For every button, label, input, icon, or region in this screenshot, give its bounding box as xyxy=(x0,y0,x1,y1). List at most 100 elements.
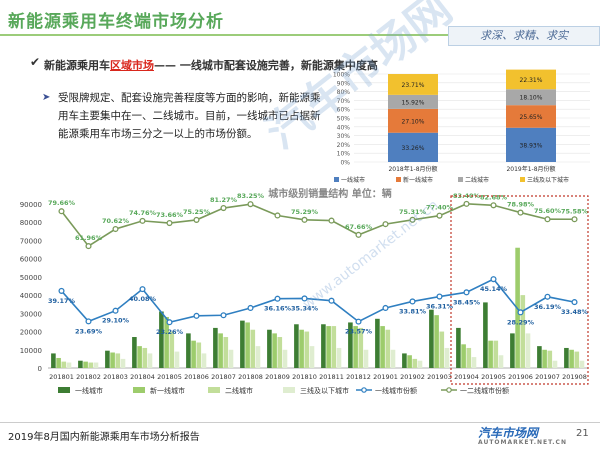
share-bar-segment xyxy=(506,127,556,162)
main-line-label: 36.16% xyxy=(264,305,292,313)
main-line-label: 83.40% xyxy=(453,192,481,200)
main-bar xyxy=(461,344,466,368)
main-bar xyxy=(186,333,191,368)
brand-logo: 汽车市场网 AUTOMARKET.NET.CN xyxy=(478,424,567,446)
main-legend-label: 新一线城市 xyxy=(150,386,185,395)
main-bar xyxy=(336,347,342,368)
main-line-point xyxy=(274,212,281,219)
main-line-label: 77.40% xyxy=(426,204,454,212)
share-ytick: 0% xyxy=(340,160,350,167)
share-legend-label: 三线及以下城市 xyxy=(527,176,569,184)
main-category-label: 201901 xyxy=(373,373,398,381)
share-ytick: 10% xyxy=(337,151,351,158)
main-line-point xyxy=(193,312,200,319)
main-bar xyxy=(363,349,369,368)
main-line-label: 75.31% xyxy=(399,208,427,216)
main-bar xyxy=(61,361,67,368)
main-bar xyxy=(402,353,407,368)
share-ytick: 30% xyxy=(337,133,351,140)
main-line-label: 82.68% xyxy=(480,193,508,201)
main-bar xyxy=(147,353,153,368)
share-ytick: 20% xyxy=(337,142,351,149)
main-category-label: 201907 xyxy=(535,373,560,381)
main-line-point xyxy=(328,217,335,224)
main-legend-label: 一线城市 xyxy=(75,386,103,395)
main-line-label: 73.66% xyxy=(156,211,184,219)
main-legend-marker xyxy=(361,387,367,393)
share-bar-label: 38.93% xyxy=(520,142,543,149)
main-bar xyxy=(120,358,126,368)
main-line-label: 23.26% xyxy=(156,328,184,336)
main-line-point xyxy=(544,293,551,300)
share-legend-swatch xyxy=(458,177,463,182)
main-category-label: 201904 xyxy=(454,373,479,381)
main-line-point xyxy=(220,312,227,319)
main-line-point xyxy=(112,307,119,314)
share-ytick: 90% xyxy=(337,80,351,87)
main-bar xyxy=(83,361,88,368)
main-line-point xyxy=(301,295,308,302)
main-line-point xyxy=(517,209,524,216)
main-category-label: 201906 xyxy=(508,373,533,381)
share-ytick: 50% xyxy=(337,116,351,123)
main-line-point xyxy=(301,216,308,223)
main-bar xyxy=(380,326,385,368)
main-category-label: 201809 xyxy=(265,373,290,381)
share-bar-segment xyxy=(388,108,438,133)
main-bar xyxy=(375,318,380,368)
share-bar-segment xyxy=(506,89,556,106)
main-line-point xyxy=(490,276,497,283)
main-bar xyxy=(294,324,299,368)
main-category-label: 201808 xyxy=(238,373,263,381)
main-category-label: 201810 xyxy=(292,373,317,381)
share-bar-label: 25.65% xyxy=(520,114,543,121)
main-bar xyxy=(218,333,223,368)
logo-subtext: AUTOMARKET.NET.CN xyxy=(478,439,567,446)
main-line-label: 79.66% xyxy=(48,199,76,207)
body-text: 受限牌规定、配套设施完善程度等方面的影响，新能源乘用车主要集中在一、二线城市。目… xyxy=(58,92,321,140)
share-legend-label: 新一线城市 xyxy=(403,176,433,184)
main-bar xyxy=(137,346,142,368)
highlight-box xyxy=(450,195,589,385)
share-category-label: 2019年1-8月份额 xyxy=(506,165,555,173)
main-bar xyxy=(88,362,94,368)
main-bar xyxy=(110,352,115,368)
main-ytick: 70000 xyxy=(20,237,42,245)
main-line-point xyxy=(112,225,119,233)
main-ytick: 50000 xyxy=(20,274,42,282)
main-bar xyxy=(498,355,504,368)
main-bar xyxy=(272,333,277,368)
main-bar xyxy=(348,322,353,368)
main-bar xyxy=(439,331,445,368)
main-legend-label: 二线城市 xyxy=(225,386,253,395)
main-bar xyxy=(456,327,461,368)
main-bar xyxy=(282,349,288,368)
main-bar xyxy=(321,324,326,368)
main-bar xyxy=(326,326,331,368)
main-line-point xyxy=(85,243,92,250)
share-legend-swatch xyxy=(520,177,525,182)
main-line-label: 78.98% xyxy=(507,201,535,209)
main-category-label: 201807 xyxy=(211,373,236,381)
main-category-label: 201811 xyxy=(319,373,344,381)
main-line-label: 75.25% xyxy=(183,208,211,216)
main-category-label: 201805 xyxy=(157,373,182,381)
main-ytick: 0 xyxy=(38,365,42,373)
main-legend-label: 一线城市份额 xyxy=(375,386,417,395)
main-line-label: 83.25% xyxy=(237,192,265,200)
main-ytick: 80000 xyxy=(20,219,42,227)
main-bar xyxy=(105,350,110,368)
main-line-point xyxy=(247,201,254,208)
share-bar-label: 15.92% xyxy=(402,99,425,106)
main-category-label: 201803 xyxy=(103,373,128,381)
main-bar xyxy=(115,353,121,368)
share-legend-swatch xyxy=(396,177,401,182)
main-bar xyxy=(429,309,434,368)
main-bar xyxy=(240,320,245,368)
headline-highlight: 区域市场 xyxy=(110,59,154,72)
main-bar xyxy=(213,327,218,368)
share-bar-label: 27.10% xyxy=(402,118,425,125)
main-line-label: 75.29% xyxy=(291,208,319,216)
share-bar-label: 22.31% xyxy=(520,77,543,84)
main-line-point xyxy=(193,216,200,223)
